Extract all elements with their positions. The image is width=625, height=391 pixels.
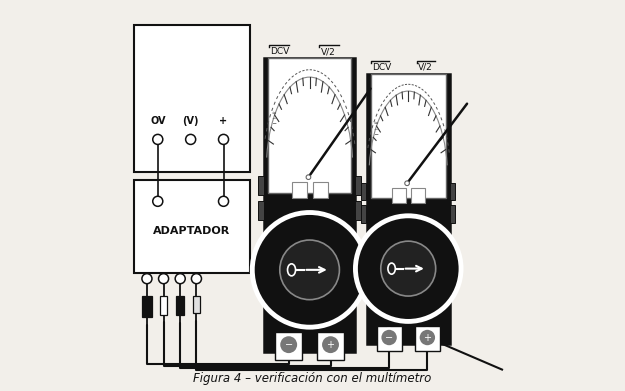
Circle shape: [279, 335, 298, 354]
Bar: [415, 326, 440, 352]
Text: +: +: [219, 116, 228, 126]
Circle shape: [159, 274, 169, 284]
Circle shape: [381, 241, 436, 296]
Bar: [377, 326, 402, 352]
Text: (V): (V): [182, 116, 199, 126]
Bar: [264, 58, 355, 352]
Circle shape: [219, 135, 229, 144]
Ellipse shape: [288, 264, 296, 276]
Ellipse shape: [388, 263, 395, 274]
Bar: [268, 58, 351, 194]
Bar: [371, 74, 446, 198]
Text: DCV: DCV: [271, 47, 290, 56]
Bar: [292, 182, 307, 198]
Text: +: +: [423, 332, 431, 343]
Bar: [356, 176, 361, 196]
Circle shape: [280, 240, 339, 300]
Text: V/2: V/2: [321, 47, 335, 56]
Text: OV: OV: [150, 116, 166, 126]
Circle shape: [306, 175, 311, 179]
Text: ≈
~
─: ≈ ~ ─: [374, 121, 378, 138]
Text: V/2: V/2: [418, 63, 433, 72]
Bar: [392, 188, 406, 203]
Text: ≈
~
─: ≈ ~ ─: [271, 111, 276, 127]
Circle shape: [191, 274, 201, 284]
Bar: [361, 183, 366, 200]
Circle shape: [219, 196, 229, 206]
Bar: [258, 176, 264, 196]
Bar: [134, 180, 250, 273]
Bar: [275, 332, 302, 360]
Bar: [367, 74, 450, 344]
Circle shape: [152, 196, 162, 206]
Circle shape: [152, 135, 162, 144]
Text: −: −: [284, 340, 292, 350]
Bar: [356, 201, 361, 220]
Bar: [411, 188, 424, 203]
Bar: [317, 332, 344, 360]
Circle shape: [419, 329, 436, 346]
Circle shape: [405, 181, 409, 186]
Bar: [450, 205, 456, 223]
Text: −: −: [385, 332, 393, 343]
Bar: [176, 296, 184, 316]
Bar: [160, 296, 168, 315]
Text: ADAPTADOR: ADAPTADOR: [153, 226, 231, 236]
Circle shape: [356, 216, 461, 321]
Bar: [450, 183, 456, 200]
Circle shape: [253, 213, 367, 327]
Circle shape: [186, 135, 196, 144]
Text: +: +: [326, 340, 334, 350]
Bar: [134, 25, 250, 172]
Text: Figura 4 – verificación con el multímetro: Figura 4 – verificación con el multímetr…: [193, 372, 432, 385]
Circle shape: [175, 274, 185, 284]
Circle shape: [142, 274, 152, 284]
Circle shape: [321, 335, 340, 354]
Bar: [258, 201, 264, 220]
Bar: [193, 296, 200, 314]
Text: DCV: DCV: [372, 63, 392, 72]
Circle shape: [381, 329, 398, 346]
Bar: [142, 296, 152, 317]
Bar: [312, 182, 328, 198]
Bar: [361, 205, 366, 223]
